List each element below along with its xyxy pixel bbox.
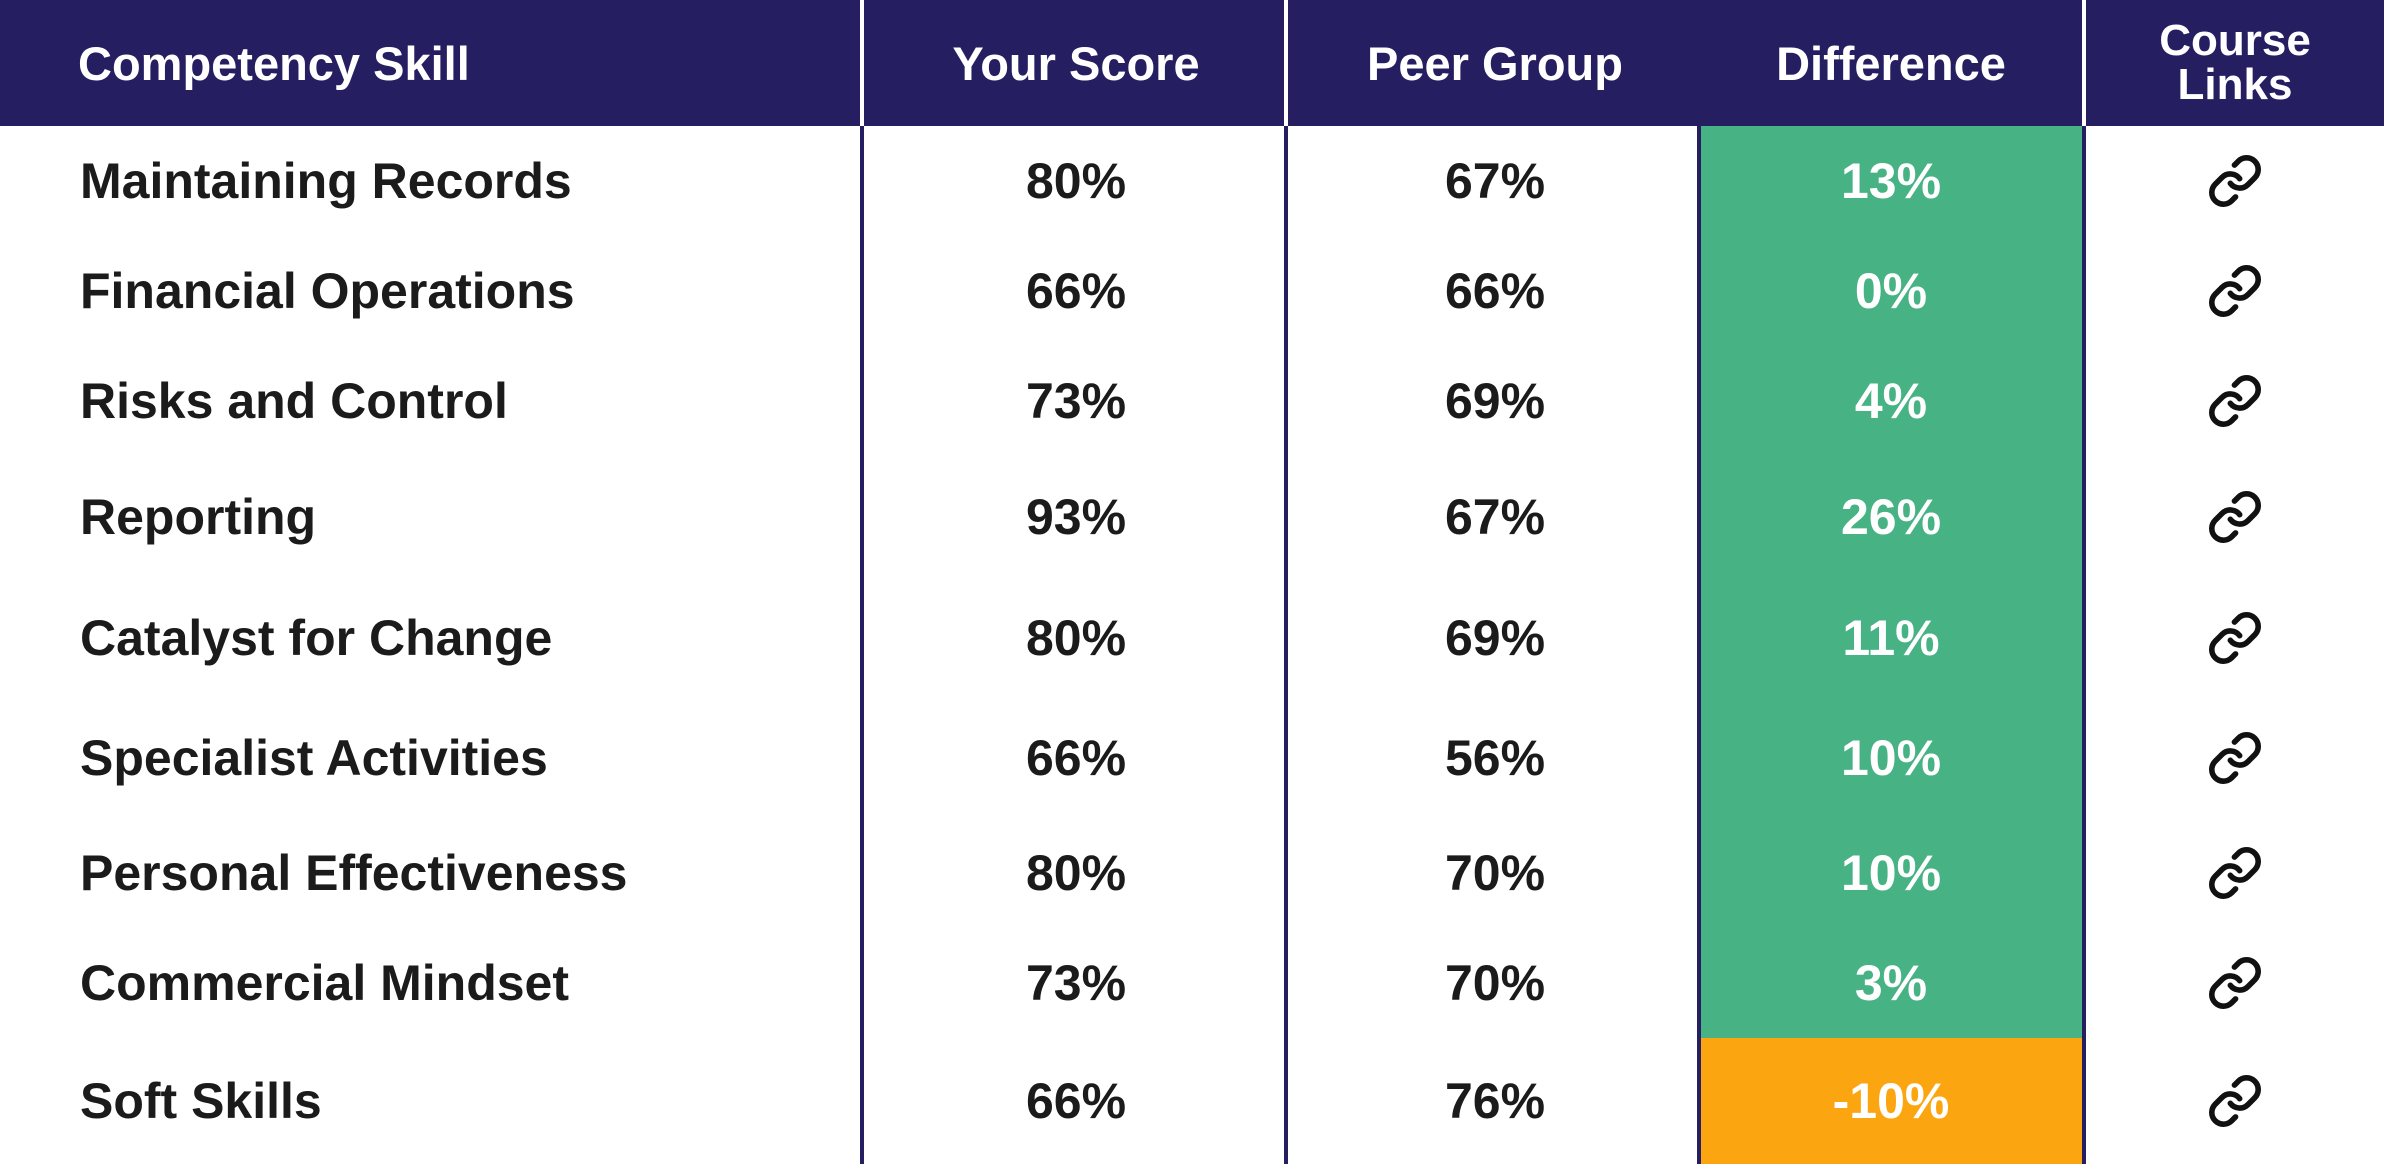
- header-divider: [860, 0, 864, 126]
- your-score-value: 80%: [1025, 845, 1127, 901]
- your-score-value: 80%: [1025, 153, 1127, 209]
- link-icon[interactable]: [2207, 263, 2263, 319]
- skill-name: Reporting: [80, 489, 317, 545]
- course-link[interactable]: [2086, 818, 2384, 928]
- table-header: Competency Skill Your Score Peer Group D…: [0, 0, 2384, 126]
- header-difference: Difference: [1776, 36, 2006, 90]
- your-score-value: 93%: [1025, 489, 1127, 545]
- header-course-links: Course Links: [2086, 0, 2384, 126]
- column-divider: [860, 0, 864, 1164]
- link-icon[interactable]: [2207, 955, 2263, 1011]
- difference-value: 10%: [1840, 845, 1942, 901]
- header-divider: [1284, 0, 1288, 126]
- skill-name: Financial Operations: [80, 263, 575, 319]
- header-divider: [2082, 0, 2086, 126]
- table-row: Commercial Mindset 73% 70% 3%: [0, 928, 2384, 1038]
- your-score-value: 66%: [1025, 730, 1127, 786]
- difference-value: 10%: [1840, 730, 1942, 786]
- course-link[interactable]: [2086, 698, 2384, 818]
- difference-value: 3%: [1854, 955, 1928, 1011]
- difference-cell-bg: [1700, 236, 2082, 346]
- link-icon[interactable]: [2207, 610, 2263, 666]
- skill-name: Maintaining Records: [80, 153, 572, 209]
- difference-value: 13%: [1840, 153, 1942, 209]
- peer-group-value: 70%: [1444, 845, 1546, 901]
- column-divider: [1284, 0, 1288, 1164]
- difference-value: -10%: [1832, 1073, 1950, 1129]
- peer-group-value: 70%: [1444, 955, 1546, 1011]
- difference-value: 4%: [1854, 373, 1928, 429]
- course-link[interactable]: [2086, 126, 2384, 236]
- difference-cell-bg: [1700, 1038, 2082, 1164]
- table-row: Risks and Control 73% 69% 4%: [0, 346, 2384, 456]
- peer-group-value: 67%: [1444, 153, 1546, 209]
- peer-group-value: 67%: [1444, 489, 1546, 545]
- table-row: Maintaining Records 80% 67% 13%: [0, 126, 2384, 236]
- table-row: Personal Effectiveness 80% 70% 10%: [0, 818, 2384, 928]
- header-peer-group: Peer Group: [1367, 36, 1623, 90]
- table-row: Specialist Activities 66% 56% 10%: [0, 698, 2384, 818]
- header-course-links-line2: Links: [2177, 60, 2293, 109]
- difference-cell-bg: [1700, 578, 2082, 698]
- difference-cell-bg: [1700, 346, 2082, 456]
- course-link[interactable]: [2086, 578, 2384, 698]
- header-competency-skill: Competency Skill: [78, 36, 470, 90]
- your-score-value: 73%: [1025, 373, 1127, 429]
- skill-name: Catalyst for Change: [80, 610, 553, 666]
- peer-group-value: 69%: [1444, 373, 1546, 429]
- your-score-value: 66%: [1025, 263, 1127, 319]
- table-row: Soft Skills 66% 76% -10%: [0, 1038, 2384, 1164]
- link-icon[interactable]: [2207, 153, 2263, 209]
- your-score-value: 66%: [1025, 1073, 1127, 1129]
- header-your-score: Your Score: [952, 36, 1200, 90]
- peer-group-value: 66%: [1444, 263, 1546, 319]
- peer-group-value: 69%: [1444, 610, 1546, 666]
- difference-value: 0%: [1854, 263, 1928, 319]
- column-divider: [2082, 0, 2086, 1164]
- peer-group-value: 76%: [1444, 1073, 1546, 1129]
- course-link[interactable]: [2086, 456, 2384, 578]
- link-icon[interactable]: [2207, 489, 2263, 545]
- link-icon[interactable]: [2207, 845, 2263, 901]
- header-course-links-line1: Course: [2159, 16, 2311, 65]
- your-score-value: 73%: [1025, 955, 1127, 1011]
- difference-value: 11%: [1842, 610, 1940, 666]
- course-link[interactable]: [2086, 928, 2384, 1038]
- skill-name: Commercial Mindset: [80, 955, 570, 1011]
- difference-cell-bg: [1700, 126, 2082, 236]
- table-row: Financial Operations 66% 66% 0%: [0, 236, 2384, 346]
- skill-name: Personal Effectiveness: [80, 845, 628, 901]
- difference-cell-bg: [1700, 818, 2082, 928]
- peer-group-value: 56%: [1444, 730, 1546, 786]
- course-link[interactable]: [2086, 1038, 2384, 1164]
- link-icon[interactable]: [2207, 1073, 2263, 1129]
- course-link[interactable]: [2086, 236, 2384, 346]
- skill-name: Specialist Activities: [80, 730, 548, 786]
- difference-cell-bg: [1700, 928, 2082, 1038]
- skill-name: Soft Skills: [80, 1073, 322, 1129]
- difference-cell-bg: [1700, 698, 2082, 818]
- skill-name: Risks and Control: [80, 373, 508, 429]
- course-link[interactable]: [2086, 346, 2384, 456]
- table-row: Reporting 93% 67% 26%: [0, 456, 2384, 578]
- difference-cell-bg: [1700, 456, 2082, 578]
- link-icon[interactable]: [2207, 373, 2263, 429]
- table-row: Catalyst for Change 80% 69% 11%: [0, 578, 2384, 698]
- your-score-value: 80%: [1025, 610, 1127, 666]
- difference-value: 26%: [1840, 489, 1942, 545]
- column-divider: [1697, 0, 1701, 1164]
- link-icon[interactable]: [2207, 730, 2263, 786]
